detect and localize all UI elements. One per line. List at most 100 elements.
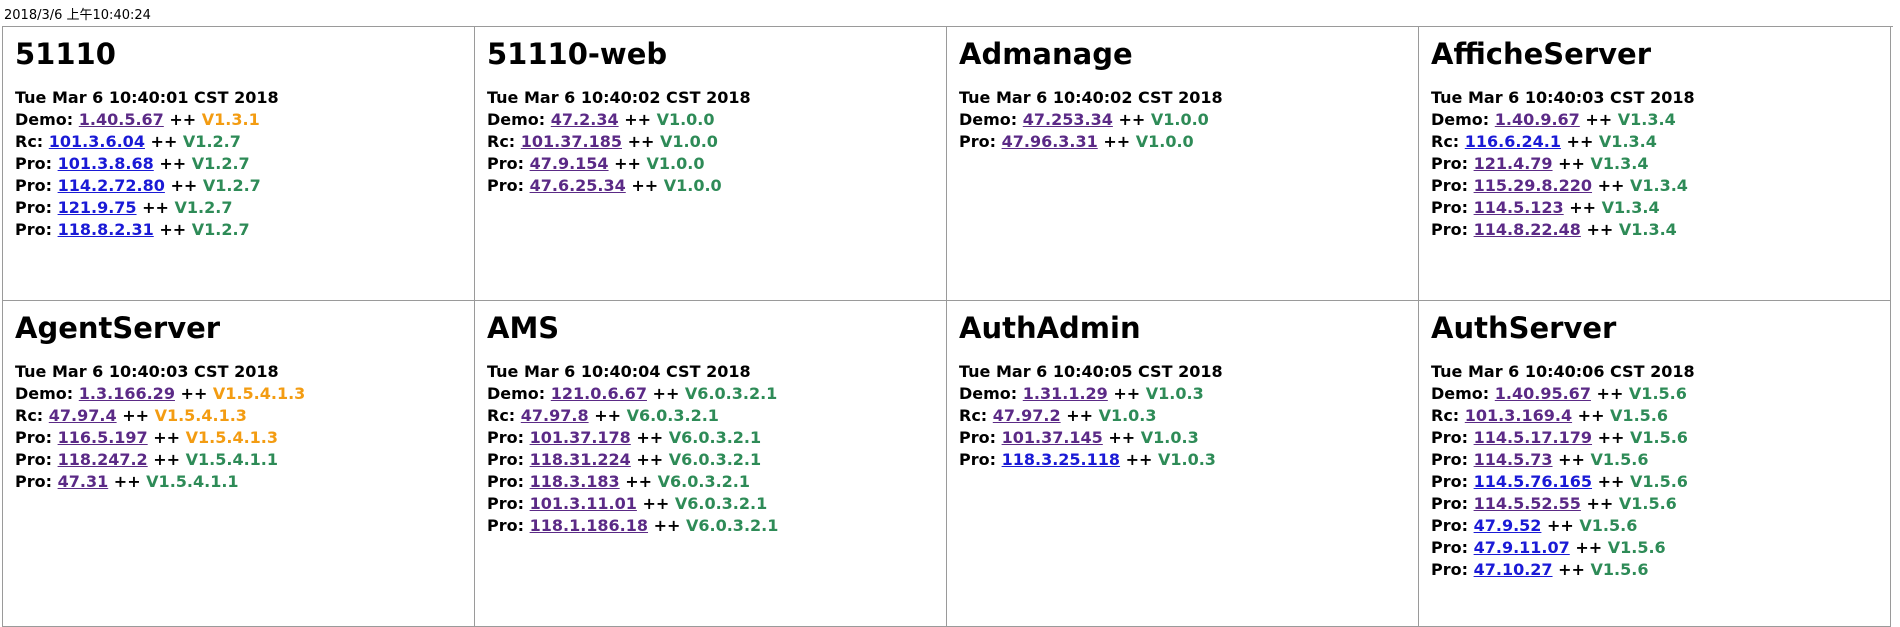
separator: ++ bbox=[594, 406, 621, 425]
env-label: Pro: bbox=[1431, 472, 1469, 491]
server-ip-link[interactable]: 114.5.76.165 bbox=[1473, 472, 1593, 491]
server-ip-link[interactable]: 118.3.183 bbox=[529, 472, 620, 491]
separator: ++ bbox=[1547, 516, 1574, 535]
server-ip-link[interactable]: 121.4.79 bbox=[1473, 154, 1553, 173]
server-row: Pro: 114.5.17.179 ++ V1.5.6 bbox=[1431, 427, 1878, 449]
env-label: Pro: bbox=[487, 472, 525, 491]
version-label: V6.0.3.2.1 bbox=[684, 384, 778, 403]
separator: ++ bbox=[153, 450, 181, 469]
server-card: AuthServer Tue Mar 6 10:40:06 CST 2018 Dem… bbox=[1419, 301, 1891, 627]
server-ip-link[interactable]: 101.3.11.01 bbox=[529, 494, 637, 513]
server-row: Demo: 1.3.166.29 ++ V1.5.4.1.3 bbox=[15, 383, 462, 405]
server-row: Demo: 1.40.5.67 ++ V1.3.1 bbox=[15, 109, 462, 131]
server-ip-link[interactable]: 114.5.123 bbox=[1473, 198, 1564, 217]
server-ip-link[interactable]: 101.3.6.04 bbox=[48, 132, 145, 151]
server-ip-link[interactable]: 1.40.95.67 bbox=[1494, 384, 1591, 403]
version-label: V1.5.4.1.3 bbox=[154, 406, 247, 425]
server-ip-link[interactable]: 114.2.72.80 bbox=[57, 176, 165, 195]
server-ip-link[interactable]: 116.5.197 bbox=[57, 428, 148, 447]
server-title: 51110 bbox=[15, 37, 116, 71]
server-ip-link[interactable]: 101.37.145 bbox=[1001, 428, 1103, 447]
server-ip-link[interactable]: 47.97.8 bbox=[520, 406, 589, 425]
separator: ++ bbox=[1586, 220, 1614, 239]
separator: ++ bbox=[636, 450, 664, 469]
server-ip-link[interactable]: 47.97.4 bbox=[48, 406, 117, 425]
server-ip-link[interactable]: 118.31.224 bbox=[529, 450, 631, 469]
server-ip-link[interactable]: 114.5.73 bbox=[1473, 450, 1553, 469]
server-ip-link[interactable]: 1.3.166.29 bbox=[78, 384, 175, 403]
separator: ++ bbox=[1569, 198, 1597, 217]
separator: ++ bbox=[1558, 560, 1585, 579]
server-ip-link[interactable]: 114.5.17.179 bbox=[1473, 428, 1593, 447]
server-row: Pro: 47.10.27 ++ V1.5.6 bbox=[1431, 559, 1878, 581]
version-label: V1.0.3 bbox=[1145, 384, 1204, 403]
env-label: Pro: bbox=[1431, 176, 1469, 195]
server-ip-link[interactable]: 101.3.169.4 bbox=[1464, 406, 1573, 425]
separator: ++ bbox=[1113, 384, 1141, 403]
env-label: Demo: bbox=[1431, 110, 1490, 129]
check-time: Tue Mar 6 10:40:02 CST 2018 bbox=[487, 88, 751, 107]
server-row: Pro: 47.9.11.07 ++ V1.5.6 bbox=[1431, 537, 1878, 559]
env-label: Pro: bbox=[487, 450, 525, 469]
separator: ++ bbox=[113, 472, 141, 491]
server-ip-link[interactable]: 47.97.2 bbox=[992, 406, 1061, 425]
check-time: Tue Mar 6 10:40:01 CST 2018 bbox=[15, 88, 279, 107]
server-ip-link[interactable]: 47.96.3.31 bbox=[1001, 132, 1098, 151]
version-label: V1.5.4.1.3 bbox=[185, 428, 279, 447]
separator: ++ bbox=[1575, 538, 1603, 557]
server-ip-link[interactable]: 121.9.75 bbox=[57, 198, 137, 217]
server-row: Pro: 101.3.8.68 ++ V1.2.7 bbox=[15, 153, 462, 175]
separator: ++ bbox=[1125, 450, 1153, 469]
separator: ++ bbox=[153, 428, 181, 447]
server-row: Rc: 116.6.24.1 ++ V1.3.4 bbox=[1431, 131, 1878, 153]
server-title: AgentServer bbox=[15, 311, 221, 345]
separator: ++ bbox=[1118, 110, 1146, 129]
server-row: Demo: 121.0.6.67 ++ V6.0.3.2.1 bbox=[487, 383, 934, 405]
server-ip-link[interactable]: 118.3.25.118 bbox=[1001, 450, 1121, 469]
version-label: V1.3.4 bbox=[1601, 198, 1660, 217]
check-time: Tue Mar 6 10:40:05 CST 2018 bbox=[959, 362, 1223, 381]
server-ip-link[interactable]: 121.0.6.67 bbox=[550, 384, 647, 403]
env-label: Pro: bbox=[15, 198, 53, 217]
server-ip-link[interactable]: 47.9.11.07 bbox=[1473, 538, 1570, 557]
server-row: Pro: 118.3.25.118 ++ V1.0.3 bbox=[959, 449, 1406, 471]
server-ip-link[interactable]: 1.40.9.67 bbox=[1494, 110, 1580, 129]
server-ip-link[interactable]: 118.247.2 bbox=[57, 450, 148, 469]
server-ip-link[interactable]: 115.29.8.220 bbox=[1473, 176, 1593, 195]
server-ip-link[interactable]: 101.37.178 bbox=[529, 428, 631, 447]
server-ip-link[interactable]: 47.253.34 bbox=[1022, 110, 1113, 129]
server-ip-link[interactable]: 47.2.34 bbox=[550, 110, 619, 129]
version-label: V1.3.4 bbox=[1630, 176, 1688, 195]
server-row: Rc: 101.3.169.4 ++ V1.5.6 bbox=[1431, 405, 1878, 427]
separator: ++ bbox=[1108, 428, 1136, 447]
server-ip-link[interactable]: 116.6.24.1 bbox=[1464, 132, 1561, 151]
server-row: Pro: 47.6.25.34 ++ V1.0.0 bbox=[487, 175, 934, 197]
server-ip-link[interactable]: 47.9.154 bbox=[529, 154, 609, 173]
server-ip-link[interactable]: 47.10.27 bbox=[1473, 560, 1553, 579]
server-ip-link[interactable]: 101.37.185 bbox=[520, 132, 622, 151]
server-ip-link[interactable]: 1.31.1.29 bbox=[1022, 384, 1108, 403]
separator: ++ bbox=[169, 110, 197, 129]
server-ip-link[interactable]: 47.6.25.34 bbox=[529, 176, 626, 195]
server-ip-link[interactable]: 118.8.2.31 bbox=[57, 220, 154, 239]
server-ip-link[interactable]: 1.40.5.67 bbox=[78, 110, 164, 129]
server-ip-link[interactable]: 47.9.52 bbox=[1473, 516, 1542, 535]
version-label: V6.0.3.2.1 bbox=[668, 428, 762, 447]
server-ip-link[interactable]: 47.31 bbox=[57, 472, 109, 491]
server-grid: 51110 Tue Mar 6 10:40:01 CST 2018 Demo: 1.… bbox=[2, 26, 1893, 627]
server-ip-link[interactable]: 114.5.52.55 bbox=[1473, 494, 1581, 513]
server-ip-link[interactable]: 118.1.186.18 bbox=[529, 516, 649, 535]
server-ip-link[interactable]: 101.3.8.68 bbox=[57, 154, 154, 173]
separator: ++ bbox=[1586, 494, 1614, 513]
version-label: V1.3.4 bbox=[1590, 154, 1649, 173]
server-card: AgentServer Tue Mar 6 10:40:03 CST 2018 De… bbox=[3, 301, 475, 627]
separator: ++ bbox=[1597, 472, 1625, 491]
version-label: V1.5.4.1.1 bbox=[146, 472, 239, 491]
version-label: V1.2.7 bbox=[202, 176, 261, 195]
env-label: Pro: bbox=[1431, 198, 1469, 217]
env-label: Pro: bbox=[487, 428, 525, 447]
server-row: Pro: 114.5.52.55 ++ V1.5.6 bbox=[1431, 493, 1878, 515]
server-ip-link[interactable]: 114.8.22.48 bbox=[1473, 220, 1581, 239]
separator: ++ bbox=[614, 154, 641, 173]
env-label: Rc: bbox=[487, 132, 516, 151]
